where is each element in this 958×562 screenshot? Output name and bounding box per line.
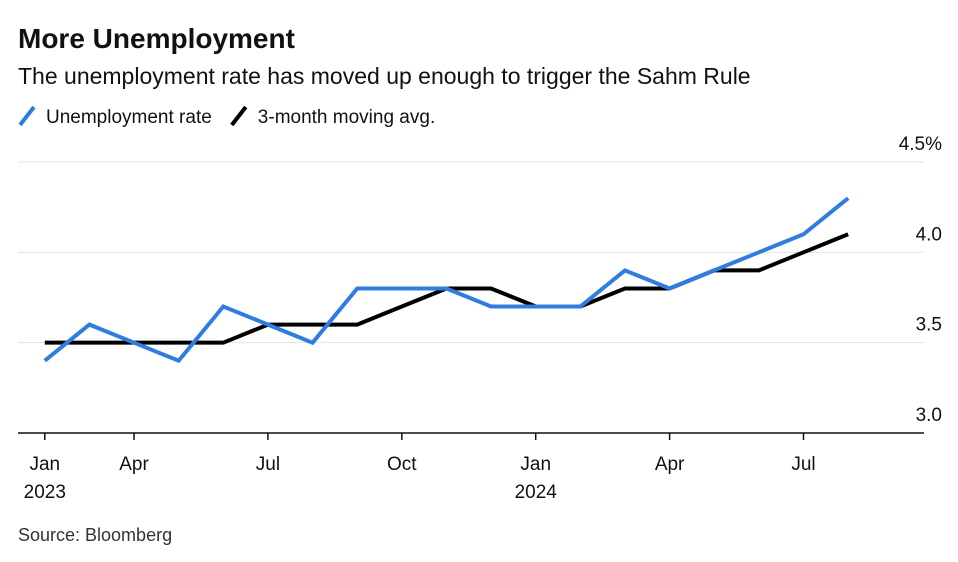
x-tick-label: Jan (520, 454, 551, 475)
series-line (43, 196, 850, 364)
x-tick-label: Apr (655, 454, 685, 475)
legend-label: 3-month moving avg. (258, 107, 435, 128)
x-tick-label: Oct (387, 454, 417, 475)
legend-swatch (230, 105, 248, 127)
y-tick-label: 4.0 (916, 224, 942, 245)
y-tick-label: 3.5 (916, 315, 942, 336)
legend-label: Unemployment rate (46, 107, 212, 128)
chart-subtitle: The unemployment rate has moved up enoug… (18, 63, 751, 89)
source: Source: Bloomberg (18, 525, 172, 545)
x-tick-label: Apr (119, 454, 149, 475)
x-year-label: 2023 (24, 482, 66, 503)
x-tick-label: Jul (256, 454, 280, 475)
y-tick-label: 4.5% (899, 134, 942, 155)
x-year-label: 2024 (515, 482, 558, 503)
x-tick-label: Jan (29, 454, 60, 475)
x-tick-label: Jul (791, 454, 815, 475)
legend-swatch (18, 105, 36, 127)
y-tick-label: 3.0 (916, 405, 942, 426)
chart-title: More Unemployment (18, 23, 295, 54)
